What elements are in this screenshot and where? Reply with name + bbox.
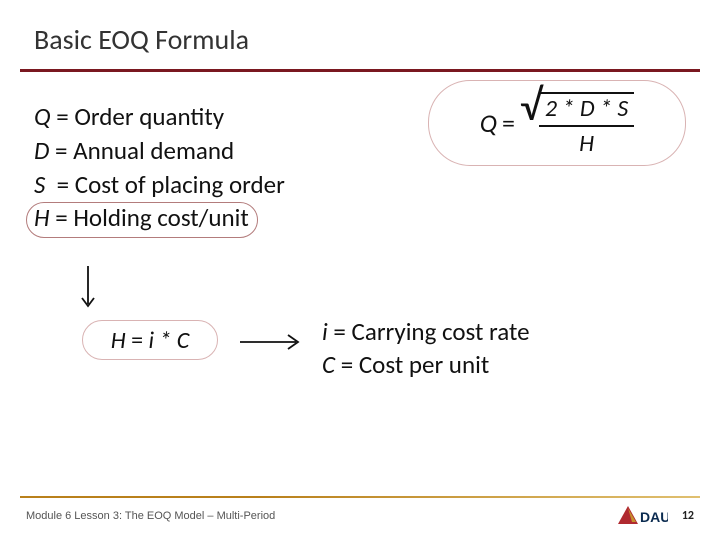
eoq-formula: Q = √ 2 * D * S H (480, 88, 635, 158)
def-var: D (34, 135, 49, 166)
def-row: C = Cost per unit (322, 349, 530, 382)
formula-numerator: 2 * D * S (539, 94, 634, 127)
def-desc: Cost per unit (359, 349, 489, 380)
def-row: S = Cost of placing order (34, 168, 686, 202)
sqrt-icon: √ 2 * D * S H (520, 88, 634, 158)
footer: Module 6 Lesson 3: The EOQ Model – Multi… (0, 496, 720, 540)
ic-definitions: i = Carrying cost rate C = Cost per unit (322, 316, 530, 381)
def-desc: Holding cost/unit (73, 202, 248, 233)
h-formula-lhs: H (111, 326, 126, 355)
dau-logo-icon: DAU (616, 504, 668, 528)
def-desc: Annual demand (73, 135, 234, 166)
h-formula-pill: H = i * C (82, 320, 218, 360)
h-formula: H = i * C (111, 326, 190, 355)
h-formula-eq: = (126, 326, 149, 355)
def-var: S (34, 169, 45, 200)
arrow-right-icon (238, 332, 308, 352)
page-title: Basic EOQ Formula (34, 22, 686, 57)
formula-denominator: H (573, 127, 600, 158)
def-var: i (322, 316, 328, 347)
def-desc: Carrying cost rate (352, 316, 530, 347)
def-desc: Order quantity (74, 101, 224, 132)
def-var: Q (34, 101, 51, 132)
formula-equals: = (500, 107, 517, 139)
eoq-formula-pill: Q = √ 2 * D * S H (428, 80, 686, 166)
page-number: 12 (682, 509, 694, 523)
def-var: C (322, 349, 335, 380)
def-row: i = Carrying cost rate (322, 316, 530, 349)
content-area: Q = Order quantity D = Annual demand S =… (0, 72, 720, 235)
arrow-down-icon (78, 264, 98, 312)
def-row: H = Holding cost/unit (34, 201, 686, 235)
footer-text: Module 6 Lesson 3: The EOQ Model – Multi… (26, 510, 275, 522)
svg-text:DAU: DAU (640, 509, 668, 525)
formula-lhs: Q (480, 107, 497, 139)
h-formula-rhs: i * C (148, 326, 189, 355)
def-var: H (34, 202, 50, 233)
def-desc: Cost of placing order (75, 169, 285, 200)
